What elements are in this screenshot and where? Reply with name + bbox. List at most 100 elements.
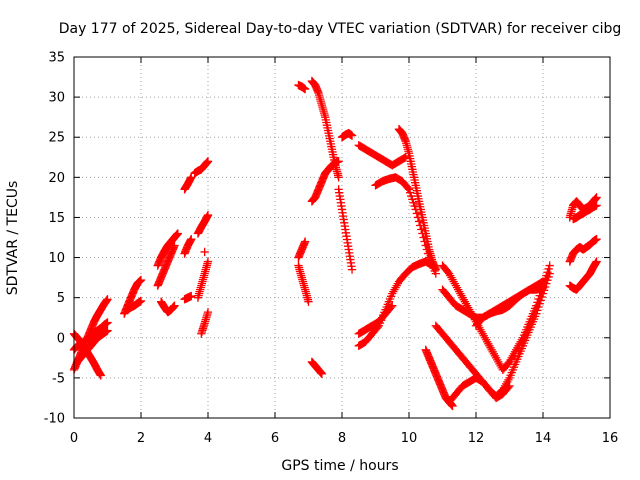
data-point bbox=[545, 261, 554, 270]
y-tick-label: -10 bbox=[44, 412, 65, 427]
y-tick-label: 15 bbox=[48, 211, 65, 226]
data-point bbox=[592, 257, 601, 266]
data-point bbox=[533, 306, 542, 315]
data-point bbox=[448, 401, 457, 411]
x-tick-label: 8 bbox=[338, 431, 346, 446]
series-arc-11 bbox=[180, 291, 196, 304]
series-arc-30 bbox=[354, 301, 397, 338]
data-point bbox=[400, 153, 409, 163]
series-arc-31 bbox=[421, 345, 457, 411]
data-point bbox=[136, 275, 146, 285]
series-arc-36 bbox=[471, 283, 548, 330]
x-tick-label: 12 bbox=[468, 431, 485, 446]
x-tick-label: 14 bbox=[535, 431, 552, 446]
data-point bbox=[317, 369, 327, 379]
data-point bbox=[203, 257, 213, 266]
data-point bbox=[103, 326, 112, 335]
data-point bbox=[170, 241, 179, 250]
x-tick-label: 6 bbox=[271, 431, 279, 446]
y-tick-label: 20 bbox=[48, 171, 65, 186]
data-point bbox=[404, 185, 414, 194]
data-point bbox=[410, 201, 419, 211]
data-point bbox=[203, 157, 213, 166]
series-arc-7 bbox=[153, 241, 179, 290]
x-tick-label: 2 bbox=[137, 431, 145, 446]
series-arc-8 bbox=[156, 297, 179, 317]
x-tick-label: 10 bbox=[401, 431, 418, 446]
data-point bbox=[535, 299, 544, 308]
data-point bbox=[136, 296, 146, 306]
data-point bbox=[592, 234, 601, 244]
data-point bbox=[407, 191, 416, 201]
series-arc-18 bbox=[294, 80, 310, 94]
series-arc-28 bbox=[394, 125, 440, 274]
series-arc-16 bbox=[197, 307, 213, 338]
series-arc-40 bbox=[565, 257, 601, 294]
data-point bbox=[103, 295, 112, 304]
series-arc-39 bbox=[565, 234, 601, 266]
series-arc-6 bbox=[123, 296, 146, 314]
data-point bbox=[538, 283, 548, 293]
data-point bbox=[187, 291, 196, 301]
series-arc-24 bbox=[334, 185, 357, 274]
series-arc-10 bbox=[180, 234, 196, 258]
data-point bbox=[304, 297, 313, 306]
data-point bbox=[187, 173, 196, 182]
x-tick-label: 4 bbox=[204, 431, 212, 446]
series-arc-21 bbox=[294, 261, 313, 306]
x-tick-label: 0 bbox=[70, 431, 78, 446]
y-axis-label: SDTVAR / TECUs bbox=[5, 181, 21, 296]
y-tick-label: 5 bbox=[57, 291, 65, 306]
data-point bbox=[408, 195, 417, 204]
data-point bbox=[334, 157, 343, 166]
data-point bbox=[347, 265, 357, 274]
chart-title: Day 177 of 2025, Sidereal Day-to-day VTE… bbox=[59, 21, 622, 37]
series-arc-26 bbox=[354, 141, 410, 170]
data-point bbox=[532, 309, 541, 318]
data-point bbox=[544, 264, 553, 274]
data-point bbox=[96, 371, 105, 380]
data-point bbox=[173, 229, 182, 238]
series-arc-4 bbox=[73, 326, 112, 366]
data-point bbox=[301, 84, 310, 94]
data-point bbox=[405, 188, 415, 197]
data-point bbox=[301, 237, 310, 246]
series-arc-23 bbox=[307, 357, 327, 379]
series-arc-17 bbox=[200, 247, 209, 257]
data-point bbox=[537, 292, 547, 302]
series-arc-20 bbox=[307, 157, 343, 206]
data-point bbox=[536, 296, 545, 305]
y-tick-label: 25 bbox=[48, 131, 65, 146]
grid-lines bbox=[74, 57, 610, 418]
data-point bbox=[103, 318, 112, 327]
data-point bbox=[388, 301, 397, 310]
data-point bbox=[170, 301, 179, 310]
series-arc-29 bbox=[354, 257, 437, 350]
data-point bbox=[403, 183, 413, 193]
data-point bbox=[203, 307, 213, 317]
data-point bbox=[428, 261, 437, 270]
data-point bbox=[401, 153, 410, 162]
data-point bbox=[545, 269, 554, 278]
data-point bbox=[431, 265, 440, 274]
series-arc-14 bbox=[193, 210, 213, 238]
y-tick-label: 10 bbox=[48, 251, 65, 266]
y-tick-label: 30 bbox=[48, 91, 65, 106]
data-point bbox=[386, 302, 396, 312]
data-marks bbox=[69, 76, 601, 411]
data-point bbox=[542, 279, 551, 288]
series-arc-38 bbox=[569, 201, 601, 224]
y-tick-label: 35 bbox=[48, 51, 65, 66]
data-point bbox=[427, 260, 436, 270]
axis-ticks: 0 2 4 6 8 10 12 14 16 -10 -5 0 5 10 15 20 25 30 35 bbox=[44, 51, 619, 447]
series-arc-15 bbox=[193, 257, 213, 302]
data-point bbox=[412, 209, 421, 218]
series-arc-9 bbox=[153, 229, 182, 270]
y-tick-label: 0 bbox=[57, 331, 65, 346]
data-point bbox=[543, 276, 552, 285]
y-tick-label: -5 bbox=[52, 371, 65, 386]
series-arc-12 bbox=[180, 173, 196, 194]
data-point bbox=[544, 272, 553, 282]
x-axis-label: GPS time / hours bbox=[281, 458, 398, 474]
series-arc-35 bbox=[431, 269, 554, 401]
